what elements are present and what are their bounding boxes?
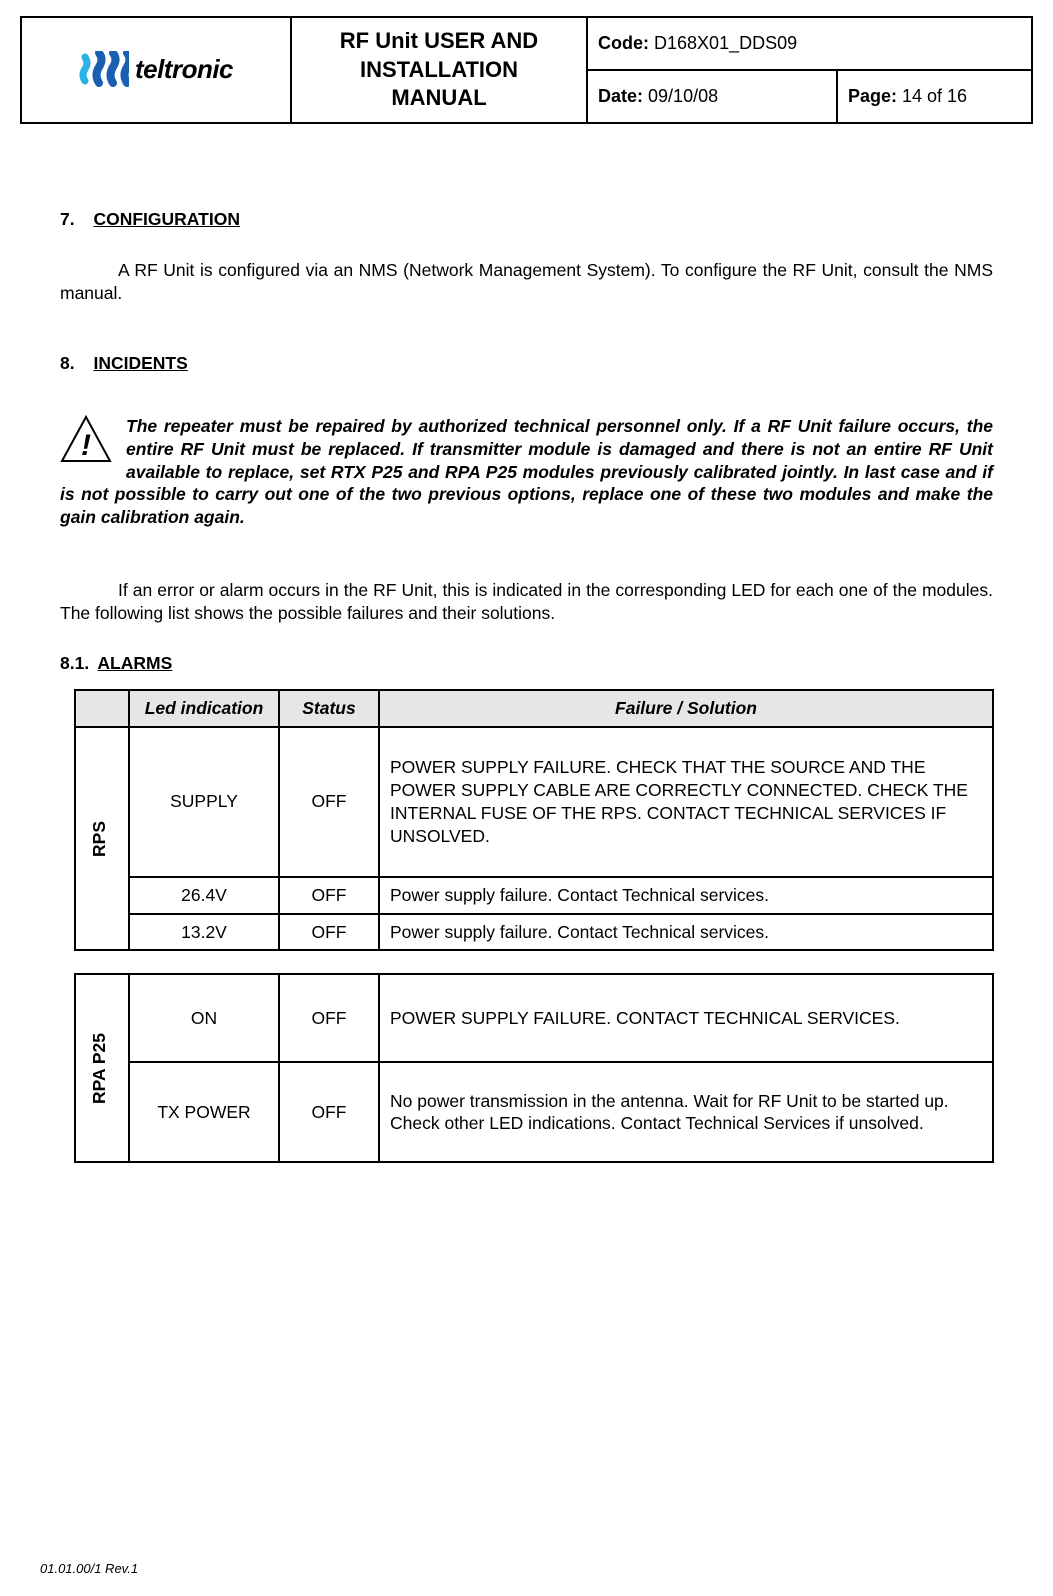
status-cell: OFF (279, 727, 379, 877)
section-8-1-title: ALARMS (97, 653, 172, 673)
solution-cell: Power supply failure. Contact Technical … (379, 914, 993, 951)
footer-revision: 01.01.00/1 Rev.1 (40, 1561, 138, 1578)
alarm-table-rpa: RPA P25 ON OFF POWER SUPPLY FAILURE. CON… (74, 973, 994, 1163)
title-line-2: INSTALLATION (360, 57, 518, 82)
svg-text:!: ! (81, 429, 91, 462)
section-8-heading: 8. INCIDENTS (60, 352, 993, 375)
section-8-1-heading: 8.1. ALARMS (60, 652, 993, 675)
title-line-1: RF Unit USER AND (340, 28, 538, 53)
page: teltronic RF Unit USER AND INSTALLATION … (0, 0, 1053, 1596)
date-value: 09/10/08 (648, 85, 718, 108)
header-block: teltronic RF Unit USER AND INSTALLATION … (20, 16, 1033, 124)
solution-cell: POWER SUPPLY FAILURE. CHECK THAT THE SOU… (379, 727, 993, 877)
page-number: 14 of 16 (902, 85, 967, 108)
led-cell: ON (129, 974, 279, 1062)
warning-text: The repeater must be repaired by authori… (60, 416, 993, 527)
group-label-rpa: RPA P25 (75, 974, 129, 1162)
led-cell: 26.4V (129, 877, 279, 914)
status-cell: OFF (279, 914, 379, 951)
section-8-title: INCIDENTS (93, 353, 187, 373)
section-8-num: 8. (60, 353, 75, 373)
table-row: 26.4V OFF Power supply failure. Contact … (75, 877, 993, 914)
header-solution: Failure / Solution (379, 690, 993, 727)
logo-cell: teltronic (22, 18, 292, 122)
solution-cell: Power supply failure. Contact Technical … (379, 877, 993, 914)
code-value: D168X01_DDS09 (654, 32, 797, 55)
code-cell: Code: D168X01_DDS09 (588, 18, 1031, 71)
warning-triangle-icon: ! (60, 413, 112, 465)
doc-title: RF Unit USER AND INSTALLATION MANUAL (292, 18, 588, 122)
brand-name: teltronic (135, 53, 233, 87)
table-row: 13.2V OFF Power supply failure. Contact … (75, 914, 993, 951)
led-cell: TX POWER (129, 1062, 279, 1162)
warning-block: ! The repeater must be repaired by autho… (60, 415, 993, 529)
status-cell: OFF (279, 877, 379, 914)
status-cell: OFF (279, 974, 379, 1062)
section-7-title: CONFIGURATION (93, 209, 239, 229)
header-bottom-row: Date: 09/10/08 Page: 14 of 16 (588, 71, 1031, 122)
logo-mark-icon (79, 51, 129, 89)
header-blank (75, 690, 129, 727)
header-right: Code: D168X01_DDS09 Date: 09/10/08 Page:… (588, 18, 1031, 122)
code-label: Code: (598, 32, 649, 55)
header-led: Led indication (129, 690, 279, 727)
page-cell: Page: 14 of 16 (838, 71, 1031, 122)
table-row: TX POWER OFF No power transmission in th… (75, 1062, 993, 1162)
led-cell: SUPPLY (129, 727, 279, 877)
section-8-paragraph: If an error or alarm occurs in the RF Un… (60, 579, 993, 625)
solution-cell: POWER SUPPLY FAILURE. CONTACT TECHNICAL … (379, 974, 993, 1062)
section-7-heading: 7. CONFIGURATION (60, 208, 993, 231)
date-label: Date: (598, 85, 643, 108)
title-line-3: MANUAL (391, 85, 486, 110)
group-label-rps: RPS (75, 727, 129, 951)
header-status: Status (279, 690, 379, 727)
date-cell: Date: 09/10/08 (588, 71, 838, 122)
section-8-1-num: 8.1. (60, 653, 89, 673)
led-cell: 13.2V (129, 914, 279, 951)
logo: teltronic (79, 51, 233, 89)
table-row: RPA P25 ON OFF POWER SUPPLY FAILURE. CON… (75, 974, 993, 1062)
section-7-paragraph: A RF Unit is configured via an NMS (Netw… (60, 259, 993, 305)
status-cell: OFF (279, 1062, 379, 1162)
alarm-table-header-row: Led indication Status Failure / Solution (75, 690, 993, 727)
alarm-table-rps: Led indication Status Failure / Solution… (74, 689, 994, 951)
table-row: RPS SUPPLY OFF POWER SUPPLY FAILURE. CHE… (75, 727, 993, 877)
content: 7. CONFIGURATION A RF Unit is configured… (20, 124, 1033, 1163)
section-7-num: 7. (60, 209, 75, 229)
solution-cell: No power transmission in the antenna. Wa… (379, 1062, 993, 1162)
page-label: Page: (848, 85, 897, 108)
